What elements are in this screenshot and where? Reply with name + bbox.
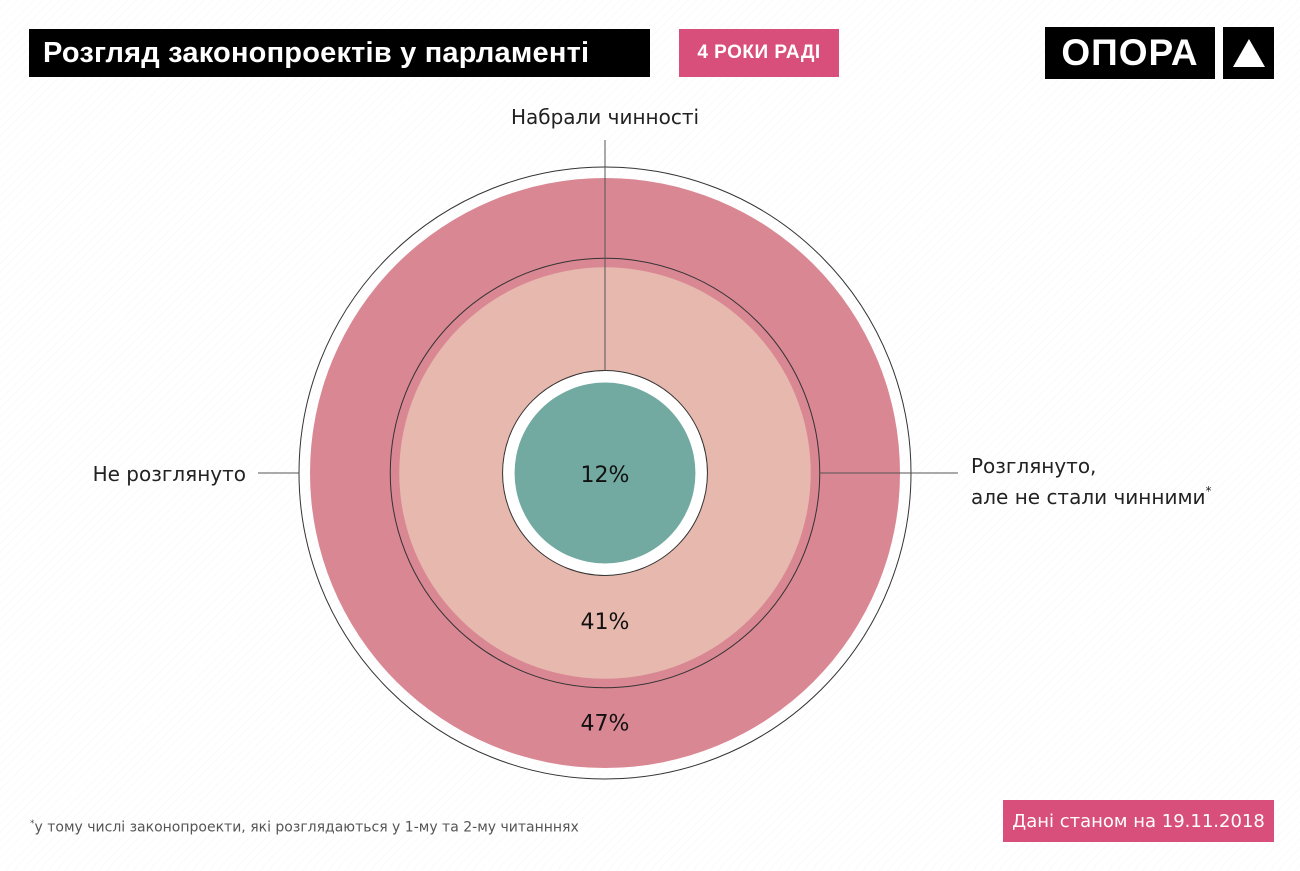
logo-separator bbox=[1215, 27, 1223, 79]
period-tag-text: 4 РОКИ РАДІ bbox=[697, 42, 821, 63]
logo-text: ОПОРА bbox=[1061, 32, 1199, 73]
value-label-considered: 41% bbox=[581, 610, 630, 635]
date-text: Дані станом на 19.11.2018 bbox=[1012, 810, 1265, 832]
value-label-enacted: 12% bbox=[581, 463, 630, 488]
right-label-text: але не стали чинними bbox=[971, 485, 1206, 509]
page-title-text: Розгляд законопроектів у парламенті bbox=[43, 36, 590, 69]
footnote-text: у тому числі законопроекти, які розгляда… bbox=[34, 819, 579, 836]
category-label-right-line1: Розглянуто, bbox=[971, 454, 1096, 478]
page-title: Розгляд законопроектів у парламенті bbox=[29, 29, 650, 77]
triangle-icon bbox=[1223, 27, 1274, 79]
segment-enacted bbox=[514, 382, 696, 564]
period-tag: 4 РОКИ РАДІ bbox=[679, 29, 839, 77]
date-badge: Дані станом на 19.11.2018 bbox=[1003, 800, 1274, 842]
category-label-right-line2: але не стали чинними* bbox=[971, 484, 1212, 509]
value-label-not-considered: 47% bbox=[581, 711, 630, 736]
opora-logo: ОПОРА bbox=[1045, 27, 1274, 79]
right-label-footnote-mark: * bbox=[1206, 484, 1212, 498]
category-label-top: Набрали чинності bbox=[511, 105, 699, 129]
category-label-left: Не розглянуто bbox=[93, 462, 246, 486]
footnote: *у тому числі законопроекти, які розгляд… bbox=[30, 819, 579, 836]
footnote-mark: * bbox=[30, 819, 35, 829]
